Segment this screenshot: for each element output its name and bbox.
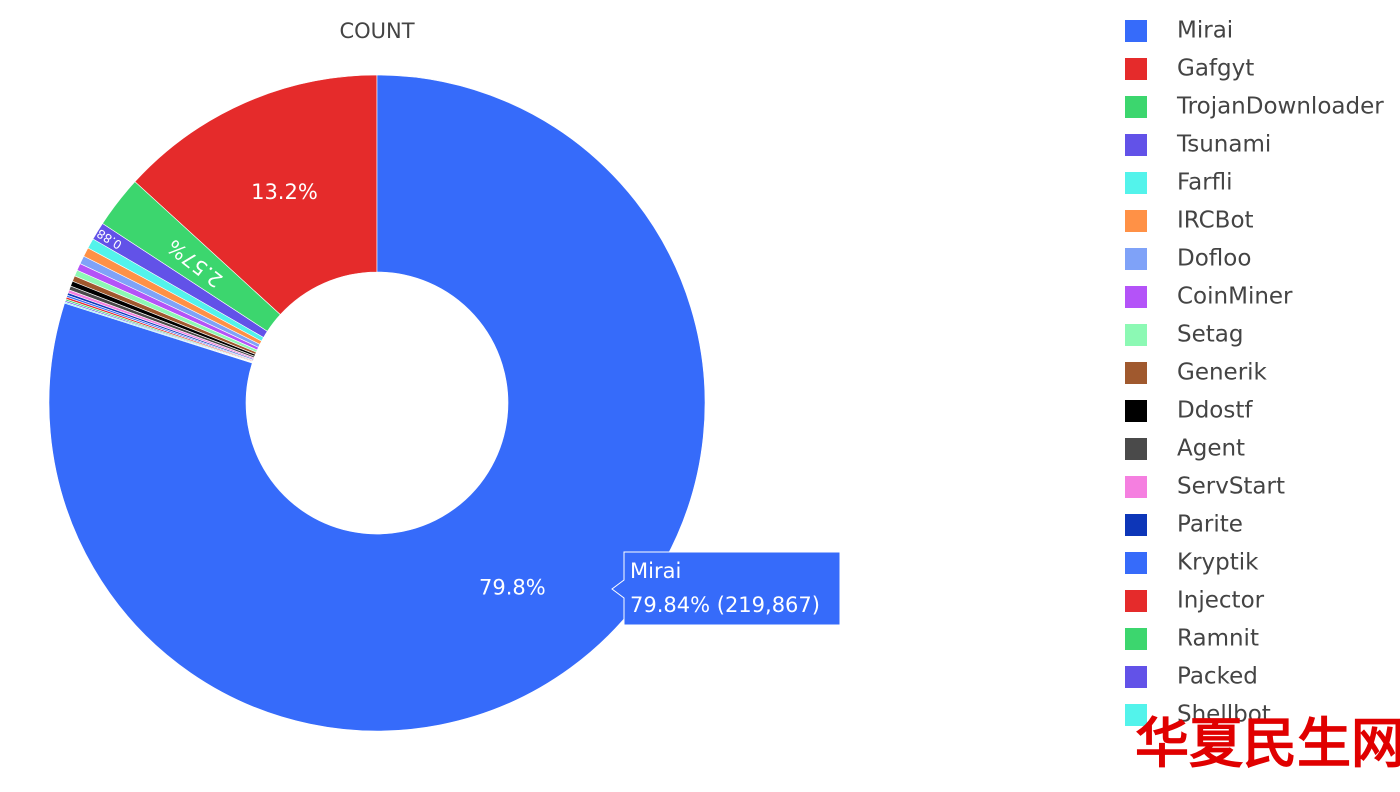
legend-label: Shellbot (1177, 702, 1271, 728)
legend-label: Agent (1177, 436, 1245, 462)
legend-label: Ramnit (1177, 626, 1259, 652)
legend-swatch (1125, 324, 1147, 346)
slice-label: 79.8% (479, 575, 546, 599)
legend-swatch (1125, 590, 1147, 612)
legend-label: Generik (1177, 360, 1268, 386)
legend-label: Packed (1177, 664, 1258, 690)
legend-swatch (1125, 552, 1147, 574)
legend-swatch (1125, 210, 1147, 232)
legend-label: CoinMiner (1177, 284, 1293, 310)
legend-label: Dofloo (1177, 246, 1251, 272)
legend-swatch (1125, 628, 1147, 650)
legend-label: Parite (1177, 512, 1243, 538)
tooltip-name: Mirai (630, 559, 681, 583)
legend-label: ServStart (1177, 474, 1285, 500)
legend-swatch (1125, 362, 1147, 384)
legend-swatch (1125, 58, 1147, 80)
legend-swatch (1125, 514, 1147, 536)
legend-label: TrojanDownloader (1176, 94, 1384, 120)
legend-swatch (1125, 704, 1147, 726)
legend-label: Injector (1177, 588, 1265, 614)
legend-swatch (1125, 666, 1147, 688)
legend-label: Ddostf (1177, 398, 1253, 424)
legend-swatch (1125, 476, 1147, 498)
legend-label: Tsunami (1176, 132, 1271, 158)
slice-label: 13.2% (251, 180, 318, 204)
pie-slice (134, 74, 378, 316)
tooltip-label: 79.84% (219,867) (630, 593, 820, 617)
chart-title: COUNT (339, 19, 414, 43)
legend-label: IRCBot (1177, 208, 1254, 234)
pie-slice (48, 74, 706, 732)
legend-swatch (1125, 400, 1147, 422)
legend-swatch (1125, 248, 1147, 270)
legend-swatch (1125, 172, 1147, 194)
legend-swatch (1125, 134, 1147, 156)
legend-label: Gafgyt (1177, 56, 1254, 82)
legend-label: Farfli (1177, 170, 1233, 196)
legend-label: Setag (1177, 322, 1243, 348)
tooltip-box (611, 551, 841, 626)
legend-swatch (1125, 20, 1147, 42)
legend-swatch (1125, 438, 1147, 460)
legend-swatch (1125, 96, 1147, 118)
tooltip: Mirai 79.84% (219,867) (611, 551, 841, 626)
legend-label: Kryptik (1177, 550, 1259, 576)
watermark: 华夏民生网 (1135, 711, 1400, 775)
legend-label: Mirai (1177, 18, 1233, 44)
legend-swatch (1125, 286, 1147, 308)
